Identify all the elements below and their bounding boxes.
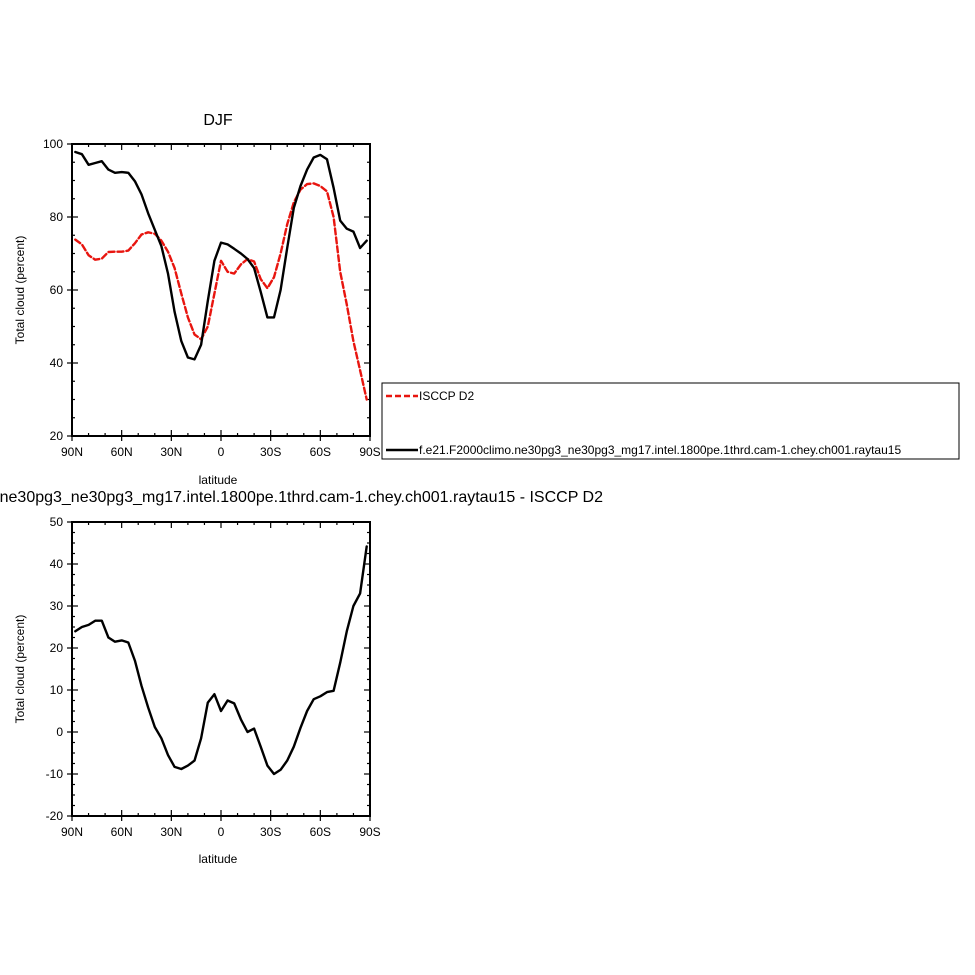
bottom-y-tick-label: -10 [46, 767, 64, 781]
top-x-tick-label: 0 [218, 445, 225, 459]
bottom-y-axis-label: Total cloud (percent) [13, 615, 27, 724]
bottom-x-tick-label: 30S [260, 825, 281, 839]
bottom-x-tick-label: 90S [359, 825, 380, 839]
bottom-y-tick-label: 40 [50, 557, 64, 571]
top-x-tick-label: 90N [61, 445, 83, 459]
top-y-tick-label: 20 [50, 429, 64, 443]
top-y-tick-label: 60 [50, 283, 64, 297]
bottom-series-line-0 [74, 545, 368, 776]
top-chart-title: DJF [203, 112, 233, 129]
bottom-x-axis-label: latitude [199, 852, 238, 866]
top-series-line-0 [74, 182, 368, 401]
top-x-tick-label: 30N [160, 445, 182, 459]
top-y-tick-label: 80 [50, 210, 64, 224]
legend-entry-model: f.e21.F2000climo.ne30pg3_ne30pg3_mg17.in… [419, 443, 901, 457]
bottom-chart-title: f.e21.F2000climo.ne30pg3_ne30pg3_mg17.in… [0, 489, 603, 506]
bottom-plot-frame [71, 521, 371, 817]
top-x-tick-label: 60S [310, 445, 331, 459]
legend-box [381, 382, 960, 460]
top-x-tick-label: 60N [111, 445, 133, 459]
bottom-y-tick-label: 10 [50, 683, 64, 697]
bottom-y-tick-label: 0 [56, 725, 63, 739]
bottom-x-tick-label: 90N [61, 825, 83, 839]
top-x-tick-label: 30S [260, 445, 281, 459]
top-series-line-1 [74, 150, 368, 361]
legend: ISCCP D2 f.e21.F2000climo.ne30pg3_ne30pg… [381, 382, 960, 460]
bottom-y-tick-label: 50 [50, 515, 64, 529]
bottom-x-tick-label: 60N [111, 825, 133, 839]
bottom-y-tick-label: 20 [50, 641, 64, 655]
top-y-axis-label: Total cloud (percent) [13, 236, 27, 345]
legend-entry-isccp: ISCCP D2 [419, 389, 474, 403]
bottom-x-tick-label: 0 [218, 825, 225, 839]
top-x-axis-label: latitude [199, 473, 238, 487]
top-x-tick-label: 90S [359, 445, 380, 459]
top-y-tick-label: 40 [50, 356, 64, 370]
bottom-x-tick-label: 60S [310, 825, 331, 839]
top-plot-frame [71, 143, 371, 437]
bottom-y-tick-label: 30 [50, 599, 64, 613]
top-y-tick-label: 100 [43, 137, 63, 151]
bottom-y-tick-label: -20 [46, 809, 64, 823]
bottom-x-tick-label: 30N [160, 825, 182, 839]
